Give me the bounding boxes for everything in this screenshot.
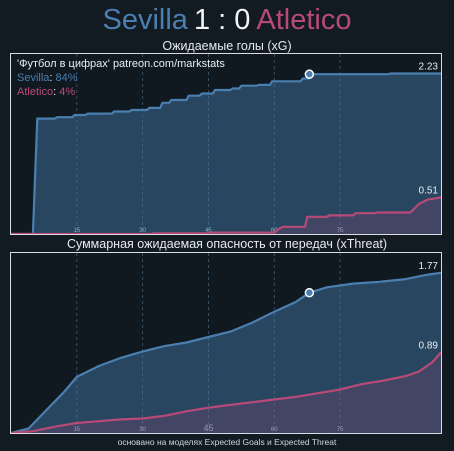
away-series-line: [11, 196, 441, 234]
x-tick-label: 15: [73, 427, 80, 433]
xg-chart: 15304560752.230.51 'Футбол в цифрах' pat…: [10, 53, 442, 235]
legend-away: Atletico: 4%: [17, 86, 76, 98]
legend-home-name: Sevilla: [17, 72, 50, 84]
xg-legend: 'Футбол в цифрах' patreon.com/markstats …: [17, 57, 225, 99]
home-series-line: [11, 72, 441, 234]
x-tick-label: 45: [203, 423, 213, 433]
x-tick-label: 30: [139, 427, 146, 433]
xt-chart-canvas: 15 30 45 60 75 1.77 0.89: [11, 253, 441, 433]
home-series-line: [11, 271, 441, 433]
away-series-area: [11, 197, 441, 234]
legend-home-value: 84%: [55, 72, 78, 84]
away-series-line: [11, 351, 441, 433]
xg-chart-title: Ожидаемые голы (xG): [162, 39, 292, 53]
home-end-label: 2.23: [419, 61, 439, 72]
away-end-label: 0.51: [419, 185, 439, 196]
xt-chart: 15 30 45 60 75 1.77 0.89: [10, 252, 442, 434]
watermark-text: 'Футбол в цифрах' patreon.com/markstats: [17, 58, 225, 70]
goal-marker: [304, 287, 315, 298]
legend-away-value: 4%: [59, 86, 76, 98]
xg-chart-canvas: 15304560752.230.51: [11, 54, 441, 234]
away-team-name: Atletico: [256, 4, 352, 36]
home-series-area: [11, 73, 441, 234]
x-tick-label: 75: [337, 427, 344, 433]
home-team-name: Sevilla: [102, 4, 188, 36]
x-tick-label: 30: [139, 228, 146, 234]
x-tick-label: 75: [337, 228, 344, 234]
match-score: 1 : 0: [193, 4, 251, 36]
home-series-area: [11, 272, 441, 433]
xt-chart-title: Суммарная ожидаемая опасность от передач…: [66, 237, 388, 251]
home-end-label: 1.77: [419, 261, 439, 272]
away-end-label: 0.89: [419, 340, 439, 351]
x-tick-label: 60: [271, 427, 278, 433]
legend-home: Sevilla: 84%: [17, 72, 78, 84]
away-series-area: [11, 352, 441, 433]
footer-note: основано на моделях Expected Goals и Exp…: [117, 437, 337, 447]
x-tick-label: 45: [205, 228, 212, 234]
match-header: Sevilla 1 : 0 Atletico: [0, 2, 454, 38]
legend-away-name: Atletico: [17, 86, 54, 98]
x-tick-label: 15: [73, 228, 80, 234]
goal-marker: [304, 69, 315, 79]
